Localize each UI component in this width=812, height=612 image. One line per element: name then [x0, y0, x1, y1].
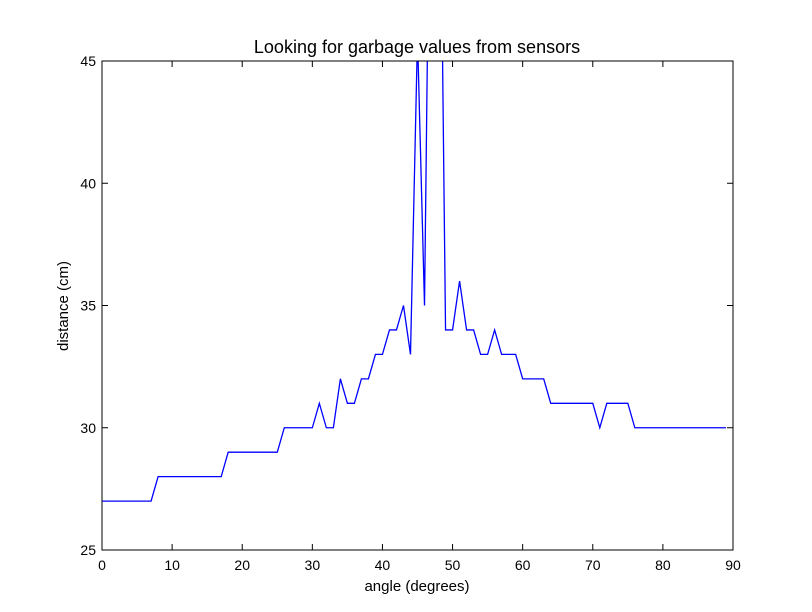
- y-axis-label: distance (cm): [55, 261, 72, 351]
- x-tick-label: 30: [305, 557, 321, 573]
- x-tick-label: 70: [585, 557, 601, 573]
- y-tick-label: 45: [80, 53, 96, 69]
- chart-title: Looking for garbage values from sensors: [254, 37, 580, 57]
- y-tick-label: 40: [80, 175, 96, 191]
- y-tick-label: 25: [80, 542, 96, 558]
- y-tick-label: 35: [80, 298, 96, 314]
- series-line-distance: [102, 61, 726, 502]
- x-tick-label: 50: [445, 557, 461, 573]
- x-tick-label: 60: [515, 557, 531, 573]
- axis-ticks: 0 10 20 30 40 50 60 70 80 90 25 30 35 40 45: [80, 53, 741, 573]
- x-tick-label: 80: [655, 557, 671, 573]
- y-tick-label: 30: [80, 420, 96, 436]
- x-tick-label: 40: [375, 557, 391, 573]
- series-group: [102, 61, 726, 502]
- x-tick-label: 20: [234, 557, 250, 573]
- x-tick-label: 0: [98, 557, 106, 573]
- plot-frame: [101, 60, 734, 551]
- x-tick-label: 10: [164, 557, 180, 573]
- x-axis-label: angle (degrees): [364, 578, 469, 595]
- x-tick-label: 90: [725, 557, 741, 573]
